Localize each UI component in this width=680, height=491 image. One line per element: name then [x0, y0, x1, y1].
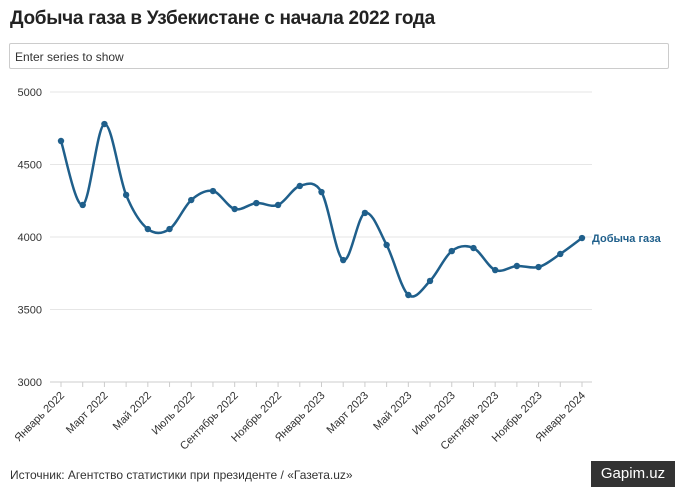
data-point	[122, 191, 130, 199]
data-point	[231, 205, 238, 213]
data-point	[209, 187, 217, 195]
y-tick-label: 4500	[18, 160, 42, 172]
data-point	[57, 137, 65, 145]
data-point	[383, 241, 390, 249]
data-point	[557, 250, 564, 258]
data-point	[426, 277, 434, 285]
data-point	[188, 196, 195, 204]
series-line	[59, 122, 583, 298]
data-point	[405, 291, 412, 299]
data-point	[361, 209, 369, 217]
data-point	[513, 262, 521, 270]
data-point	[253, 199, 260, 207]
data-point	[578, 234, 586, 242]
data-point	[296, 182, 303, 190]
x-tick-label: Май 2022	[111, 390, 154, 433]
x-tick-label: Январь 2022	[13, 390, 68, 445]
data-point	[166, 225, 173, 233]
data-point	[491, 266, 499, 274]
data-point	[470, 244, 477, 252]
chart-title: Добыча газа в Узбекистане с начала 2022 …	[10, 8, 435, 29]
x-tick-label: Июль 2023	[410, 390, 458, 438]
y-tick-label: 3500	[18, 305, 42, 317]
x-tick-label: Июль 2022	[150, 390, 198, 438]
x-tick-label: Март 2022	[64, 390, 111, 437]
data-point	[79, 201, 86, 209]
data-point	[340, 256, 347, 264]
data-point	[101, 120, 108, 128]
data-point	[318, 188, 325, 196]
watermark: Gapim.uz	[591, 461, 675, 487]
x-tick-label: Май 2023	[371, 390, 414, 433]
x-tick-label: Март 2023	[324, 390, 371, 437]
y-tick-label: 5000	[18, 87, 42, 99]
data-point	[274, 201, 282, 209]
series-search[interactable]: Enter series to show	[9, 43, 669, 69]
data-point	[535, 263, 542, 271]
y-tick-label: 3000	[18, 377, 42, 389]
y-tick-label: 4000	[18, 232, 42, 244]
source-note: Источник: Агентство статистики при прези…	[10, 468, 353, 482]
series-label: Добыча газа	[592, 233, 662, 245]
data-point	[448, 247, 455, 255]
data-point	[144, 225, 152, 233]
